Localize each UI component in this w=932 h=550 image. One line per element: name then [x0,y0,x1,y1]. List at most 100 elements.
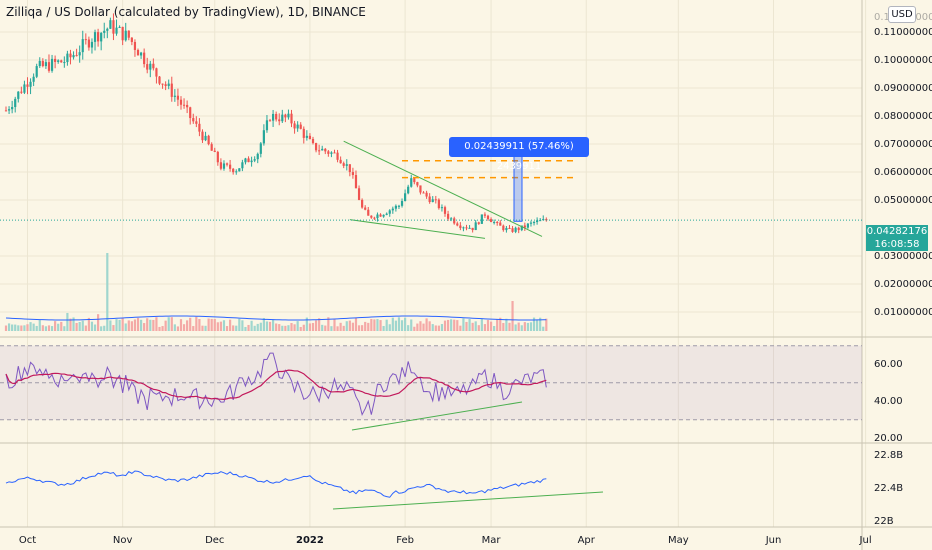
volume-bar [167,317,170,331]
volume-bar [268,321,272,331]
volume-bar [179,319,183,331]
time-tick-label: Mar [482,535,502,546]
candle-body [182,104,186,106]
rsi-tick-label: 20.00 [874,433,903,444]
candle-body [124,30,127,41]
chart-title: Zilliqa / US Dollar (calculated by Tradi… [6,5,366,19]
volume-bar [143,323,146,331]
candle-body [26,84,29,87]
volume-bar [416,323,419,331]
candle-body [474,222,477,231]
candle-body [462,227,465,229]
volume-bar [189,317,192,331]
candle-body [526,223,529,228]
candle-body [118,26,121,28]
volume-bar [259,322,262,331]
volume-bar [63,326,66,331]
volume-bar [511,301,514,331]
volume-bar [139,319,143,331]
volume-bar [532,317,536,331]
time-tick-label: Feb [396,535,414,546]
candle-body [471,227,474,231]
candle-body [336,152,339,160]
candle-body [121,26,124,41]
volume-bar [305,317,308,331]
candle-body [281,114,284,122]
candle-body [186,104,189,108]
candle-body [87,39,90,48]
volume-bar [17,325,20,331]
rsi-tick-label: 60.00 [874,359,903,370]
candle-body [477,222,480,224]
volume-bar [496,319,499,331]
volume-bar [222,320,226,331]
volume-bar [275,323,278,331]
candle-body [523,225,526,228]
volume-bar [192,326,195,331]
volume-bar [66,312,69,331]
candle-body [271,113,275,121]
volume-bar [133,319,137,331]
candle-body [63,62,66,64]
candle-body [232,168,235,173]
volume-bar [161,326,164,331]
volume-bar [207,318,210,331]
candle-body [517,227,520,231]
candle-body [11,107,14,110]
candle-body [54,58,57,62]
candle-body [81,39,84,53]
candle-body [57,60,60,62]
candle-body [229,164,232,169]
volume-bar [182,324,186,331]
candle-body [404,193,407,202]
candle-body [407,186,410,194]
volume-bar [361,325,364,331]
volume-bar [422,323,425,331]
volume-bar [348,320,351,331]
candle-body [201,131,204,141]
candle-body [351,172,355,176]
volume-bar [35,325,38,331]
volume-bar [318,318,321,331]
candle-body [29,81,32,87]
volume-bar [459,325,462,331]
volume-bar [121,318,124,331]
candle-body [361,199,364,208]
volume-bar [502,322,505,331]
volume-bar [14,324,17,331]
candle-body [431,199,434,203]
volume-bar [529,322,533,331]
volume-bar [281,325,284,331]
volume-bar [115,319,118,331]
volume-bar [256,323,259,331]
volume-bar [152,319,155,331]
candle-body [100,32,103,42]
candle-body [536,220,539,223]
candle-body [311,139,315,144]
volume-bar [7,323,11,331]
volume-bar [271,319,275,331]
volume-bar [155,317,158,331]
price-tick-label: 0.07000000 [874,139,932,150]
candle-body [348,164,351,173]
time-tick-label: Nov [113,535,133,546]
rsi-divergence-trendline [351,401,523,431]
candle-body [219,162,222,169]
candle-body [483,214,487,216]
candle-body [35,66,38,77]
candle-body [391,208,394,211]
candle-body [20,91,23,93]
candle-body [69,53,72,58]
volume-bar [400,320,404,331]
volume-bar [536,319,539,331]
volume-bar [480,318,483,331]
volume-bar [330,326,333,331]
price-tick-label: 0.03000000 [874,251,932,262]
currency-button[interactable]: USD [888,6,916,23]
candle-body [143,52,146,65]
volume-bar [523,322,526,331]
rsi-ma-line [5,369,547,400]
volume-bar [4,325,8,331]
candle-body [379,214,382,217]
